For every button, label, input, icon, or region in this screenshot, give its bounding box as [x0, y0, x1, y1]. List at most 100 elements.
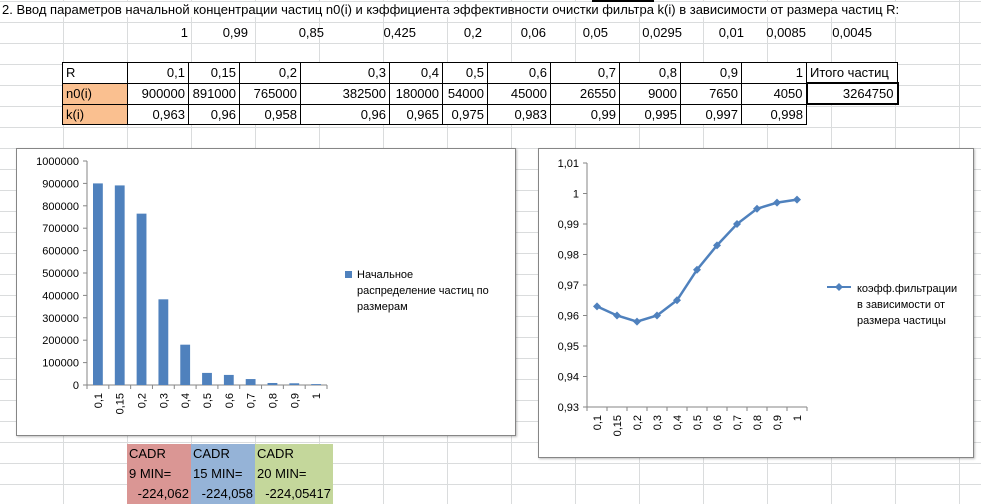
- r-value-cell[interactable]: 0,1: [127, 62, 189, 84]
- bar-legend[interactable]: Начальное распределение частиц по размер…: [357, 267, 517, 315]
- cadr-value: -224,05417: [265, 486, 331, 501]
- y-tick-label: 1: [573, 189, 579, 201]
- k-value-cell[interactable]: 0,99: [550, 103, 620, 125]
- table-row-k: k(i) 0,963 0,96 0,958 0,96 0,965 0,975 0…: [62, 103, 898, 125]
- n0-value-cell[interactable]: 891000: [188, 82, 240, 105]
- data-point: [633, 317, 641, 326]
- total-label-cell[interactable]: Итого частиц: [806, 62, 898, 84]
- y-tick-label: 0,93: [558, 402, 579, 414]
- bar: [158, 299, 169, 385]
- k-value-cell[interactable]: 0,975: [442, 103, 488, 125]
- line-chart-svg: 0,93 0,94 0,95 0,96 0,97 0,98 0,99 1 1,01 0,1 0,15…: [558, 158, 851, 436]
- k-value-cell[interactable]: 0,963: [127, 103, 189, 125]
- x-tick-label: 0,7: [246, 393, 258, 408]
- k-value-cell[interactable]: 0,995: [619, 103, 681, 125]
- coef-cell[interactable]: 0,425: [383, 25, 416, 40]
- y-tick-label: 500000: [42, 268, 79, 280]
- cadr-20min-cell[interactable]: CADR 20 MIN= -224,05417: [255, 444, 333, 504]
- r-value-cell[interactable]: 1: [741, 62, 807, 84]
- y-tick-label: 0: [73, 380, 79, 392]
- r-value-cell[interactable]: 0,9: [680, 62, 742, 84]
- bar: [136, 213, 147, 385]
- selected-cell-border: [592, 0, 654, 3]
- line-legend-marker-point: [835, 283, 843, 291]
- y-tick-label: 1,01: [558, 158, 579, 170]
- n0-value-cell[interactable]: 382500: [300, 82, 390, 105]
- coef-cell[interactable]: 0,0295: [642, 25, 682, 40]
- n0-value-cell[interactable]: 26550: [550, 82, 620, 105]
- x-tick-label: 0,2: [137, 393, 149, 408]
- coef-cell[interactable]: 1: [180, 25, 188, 40]
- n0-value-cell[interactable]: 180000: [389, 82, 443, 105]
- y-tick-label: 200000: [42, 335, 79, 347]
- r-value-cell[interactable]: 0,6: [487, 62, 551, 84]
- series-line: [596, 198, 798, 323]
- n0-value-cell[interactable]: 54000: [442, 82, 488, 105]
- line-legend-line: в зависимости от: [857, 299, 946, 311]
- coef-cell[interactable]: 0,05: [582, 25, 608, 40]
- n0-label-cell[interactable]: n0(i): [62, 82, 128, 105]
- cadr-label: CADR: [129, 446, 166, 461]
- r-value-cell[interactable]: 0,7: [550, 62, 620, 84]
- y-tick-label: 0,96: [558, 311, 579, 323]
- k-value-cell[interactable]: 0,997: [680, 103, 742, 125]
- r-value-cell[interactable]: 0,3: [300, 62, 390, 84]
- bar-chart-svg: 0 100000 200000 300000 400000 500000 600000 700…: [36, 156, 352, 414]
- data-point: [693, 265, 701, 274]
- coef-cell[interactable]: 0,85: [298, 25, 324, 40]
- k-value-cell[interactable]: 0,96: [188, 103, 240, 125]
- k-value-cell[interactable]: 0,965: [389, 103, 443, 125]
- coef-cell[interactable]: 0,0045: [832, 25, 872, 40]
- k-label-cell[interactable]: k(i): [62, 103, 128, 125]
- x-tick-label: 1: [311, 393, 323, 399]
- y-tick-label: 600000: [42, 246, 79, 258]
- n0-value-cell[interactable]: 9000: [619, 82, 681, 105]
- cadr-9min-cell[interactable]: CADR 9 MIN= -224,062: [127, 444, 191, 504]
- r-value-cell[interactable]: 0,15: [188, 62, 240, 84]
- x-tick-label: 0,3: [158, 393, 170, 408]
- coef-cell[interactable]: 0,06: [520, 25, 546, 40]
- x-tick-label: 0,3: [652, 415, 664, 430]
- bar-chart[interactable]: 0 100000 200000 300000 400000 500000 600000 700…: [16, 148, 516, 436]
- x-tick-label: 0,7: [732, 415, 744, 430]
- total-value-cell[interactable]: 3264750: [805, 82, 899, 105]
- bar: [289, 383, 300, 385]
- bar: [311, 384, 321, 385]
- y-tick-label: 0,97: [558, 280, 579, 292]
- coef-cell[interactable]: 0,0085: [766, 25, 806, 40]
- line-legend[interactable]: коэфф.фильтрации в зависимости от размер…: [857, 281, 971, 329]
- n0-value-cell[interactable]: 45000: [487, 82, 551, 105]
- r-label-cell[interactable]: R: [62, 62, 128, 84]
- n0-value-cell[interactable]: 765000: [239, 82, 301, 105]
- r-value-cell[interactable]: 0,4: [389, 62, 443, 84]
- k-value-cell[interactable]: 0,983: [487, 103, 551, 125]
- x-tick-label: 0,4: [180, 393, 192, 408]
- n0-value-cell[interactable]: 4050: [741, 82, 807, 105]
- k-value-cell[interactable]: 0,96: [300, 103, 390, 125]
- x-tick-label: 0,1: [93, 393, 105, 408]
- cadr-interval: 20 MIN=: [257, 466, 307, 481]
- data-point: [753, 204, 761, 213]
- line-chart[interactable]: 0,93 0,94 0,95 0,96 0,97 0,98 0,99 1 1,01 0,1 0,15…: [538, 148, 974, 458]
- bar: [93, 183, 103, 385]
- line-legend-line: размера частицы: [857, 315, 946, 327]
- data-point: [793, 195, 801, 204]
- coef-cell[interactable]: 0,01: [718, 25, 744, 40]
- n0-value-cell[interactable]: 7650: [680, 82, 742, 105]
- coef-cell[interactable]: 0,99: [222, 25, 248, 40]
- r-value-cell[interactable]: 0,8: [619, 62, 681, 84]
- n0-value-cell[interactable]: 900000: [127, 82, 189, 105]
- k-value-cell[interactable]: 0,958: [239, 103, 301, 125]
- x-tick-label: 0,15: [115, 393, 127, 414]
- cadr-interval: 15 MIN=: [193, 466, 243, 481]
- coef-cell[interactable]: 0,2: [463, 25, 482, 40]
- k-value-cell[interactable]: 0,998: [741, 103, 807, 125]
- section-heading[interactable]: 2. Ввод параметров начальной концентраци…: [2, 2, 904, 17]
- y-tick-label: 0,94: [558, 372, 579, 384]
- cadr-15min-cell[interactable]: CADR 15 MIN= -224,058: [191, 444, 255, 504]
- r-value-cell[interactable]: 0,5: [442, 62, 488, 84]
- x-tick-label: 0,5: [692, 415, 704, 430]
- data-point: [593, 302, 601, 311]
- bar-legend-line: распределение частиц по: [357, 285, 489, 297]
- r-value-cell[interactable]: 0,2: [239, 62, 301, 84]
